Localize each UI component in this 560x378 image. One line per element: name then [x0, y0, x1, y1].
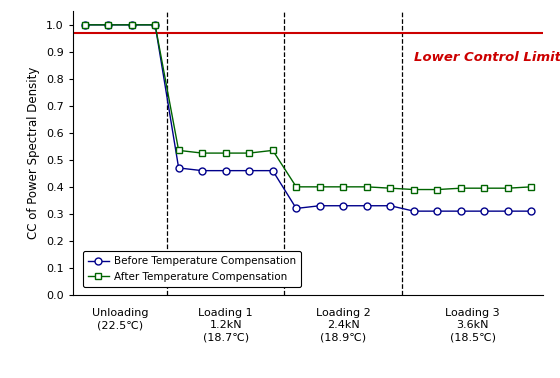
- After Temperature Compensation: [152, 23, 158, 27]
- After Temperature Compensation: [340, 184, 347, 189]
- Before Temperature Compensation: [293, 206, 300, 211]
- After Temperature Compensation: [246, 151, 253, 155]
- Before Temperature Compensation: [222, 168, 229, 173]
- After Temperature Compensation: [293, 184, 300, 189]
- After Temperature Compensation: [363, 184, 370, 189]
- After Temperature Compensation: [434, 187, 441, 192]
- Before Temperature Compensation: [505, 209, 511, 214]
- Text: Lower Control Limit: Lower Control Limit: [414, 51, 560, 64]
- After Temperature Compensation: [481, 186, 488, 191]
- Y-axis label: CC of Power Spectral Density: CC of Power Spectral Density: [27, 67, 40, 239]
- Before Temperature Compensation: [363, 203, 370, 208]
- After Temperature Compensation: [199, 151, 206, 155]
- Before Temperature Compensation: [316, 203, 323, 208]
- After Temperature Compensation: [175, 148, 182, 153]
- After Temperature Compensation: [105, 23, 111, 27]
- After Temperature Compensation: [81, 23, 88, 27]
- Before Temperature Compensation: [105, 23, 111, 27]
- After Temperature Compensation: [458, 186, 464, 191]
- After Temperature Compensation: [316, 184, 323, 189]
- After Temperature Compensation: [269, 148, 276, 153]
- Before Temperature Compensation: [387, 203, 394, 208]
- Before Temperature Compensation: [269, 168, 276, 173]
- Before Temperature Compensation: [81, 23, 88, 27]
- After Temperature Compensation: [528, 184, 535, 189]
- Before Temperature Compensation: [528, 209, 535, 214]
- Before Temperature Compensation: [175, 166, 182, 170]
- Before Temperature Compensation: [434, 209, 441, 214]
- After Temperature Compensation: [505, 186, 511, 191]
- Before Temperature Compensation: [481, 209, 488, 214]
- After Temperature Compensation: [128, 23, 135, 27]
- Before Temperature Compensation: [340, 203, 347, 208]
- Before Temperature Compensation: [128, 23, 135, 27]
- Before Temperature Compensation: [199, 168, 206, 173]
- Before Temperature Compensation: [152, 23, 158, 27]
- Before Temperature Compensation: [410, 209, 417, 214]
- After Temperature Compensation: [222, 151, 229, 155]
- After Temperature Compensation: [410, 187, 417, 192]
- Before Temperature Compensation: [246, 168, 253, 173]
- Legend: Before Temperature Compensation, After Temperature Compensation: Before Temperature Compensation, After T…: [83, 251, 301, 287]
- After Temperature Compensation: [387, 186, 394, 191]
- Line: Before Temperature Compensation: Before Temperature Compensation: [81, 22, 535, 215]
- Before Temperature Compensation: [458, 209, 464, 214]
- Line: After Temperature Compensation: After Temperature Compensation: [81, 22, 535, 193]
